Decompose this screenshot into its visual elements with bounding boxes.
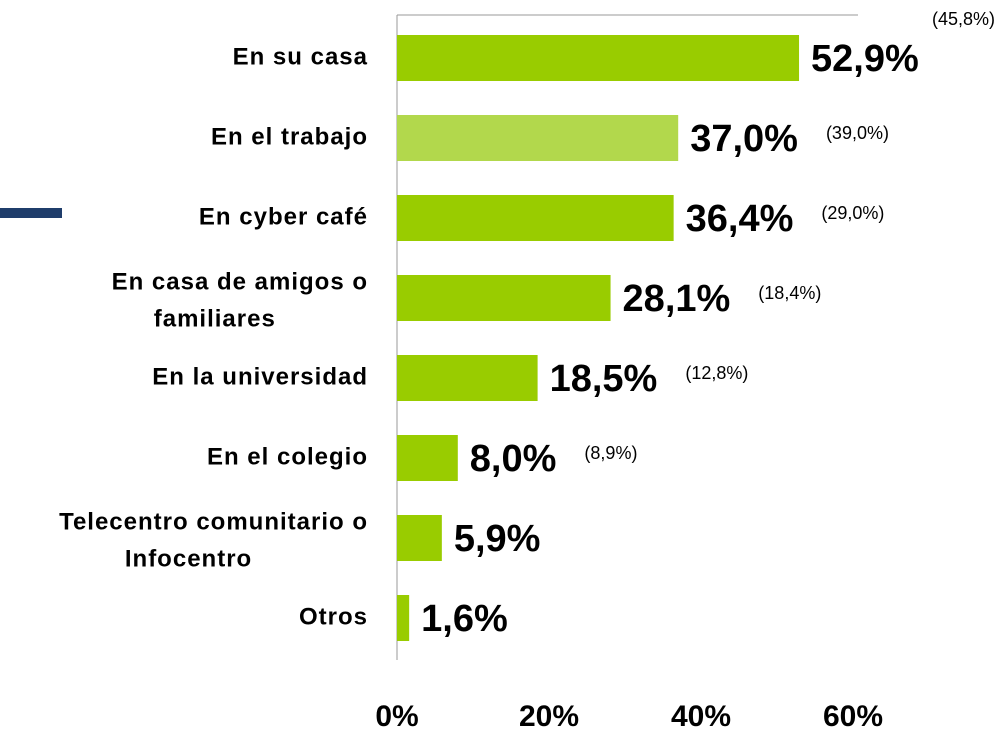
- bar: [397, 515, 442, 561]
- comparison-label: (39,0%): [826, 123, 889, 143]
- value-label: 37,0%: [690, 118, 798, 160]
- category-label: familiares: [154, 305, 276, 332]
- comparison-label: (45,8%): [932, 9, 995, 29]
- value-label: 18,5%: [550, 358, 658, 400]
- category-label: Otros: [299, 603, 368, 630]
- category-label: En cyber café: [199, 203, 368, 230]
- x-tick-label: 20%: [519, 700, 579, 733]
- comparison-label: (8,9%): [584, 443, 637, 463]
- bar: [397, 275, 611, 321]
- value-label: 1,6%: [421, 598, 508, 640]
- bar: [397, 115, 679, 161]
- category-label: En el trabajo: [211, 123, 368, 150]
- comparison-label: (29,0%): [821, 203, 884, 223]
- comparison-label: (18,4%): [758, 283, 821, 303]
- category-label: Telecentro comunitario o: [59, 508, 368, 535]
- bar: [397, 355, 538, 401]
- bar: [397, 435, 458, 481]
- bar: [397, 195, 674, 241]
- x-tick-label: 60%: [823, 700, 883, 733]
- value-label: 5,9%: [454, 518, 541, 560]
- category-label: En casa de amigos o: [112, 268, 368, 295]
- x-tick-label: 40%: [671, 700, 731, 733]
- value-label: 36,4%: [686, 198, 794, 240]
- comparison-label: (12,8%): [685, 363, 748, 383]
- category-label: Infocentro: [125, 545, 252, 572]
- category-label: En su casa: [233, 43, 368, 70]
- category-label: En la universidad: [152, 363, 368, 390]
- value-label: 52,9%: [811, 38, 919, 80]
- value-label: 28,1%: [623, 278, 731, 320]
- x-tick-label: 0%: [375, 700, 418, 733]
- decoration-dash: [0, 208, 62, 218]
- value-label: 8,0%: [470, 438, 557, 480]
- bar: [397, 595, 410, 641]
- bar: [397, 35, 800, 81]
- category-label: En el colegio: [207, 443, 368, 470]
